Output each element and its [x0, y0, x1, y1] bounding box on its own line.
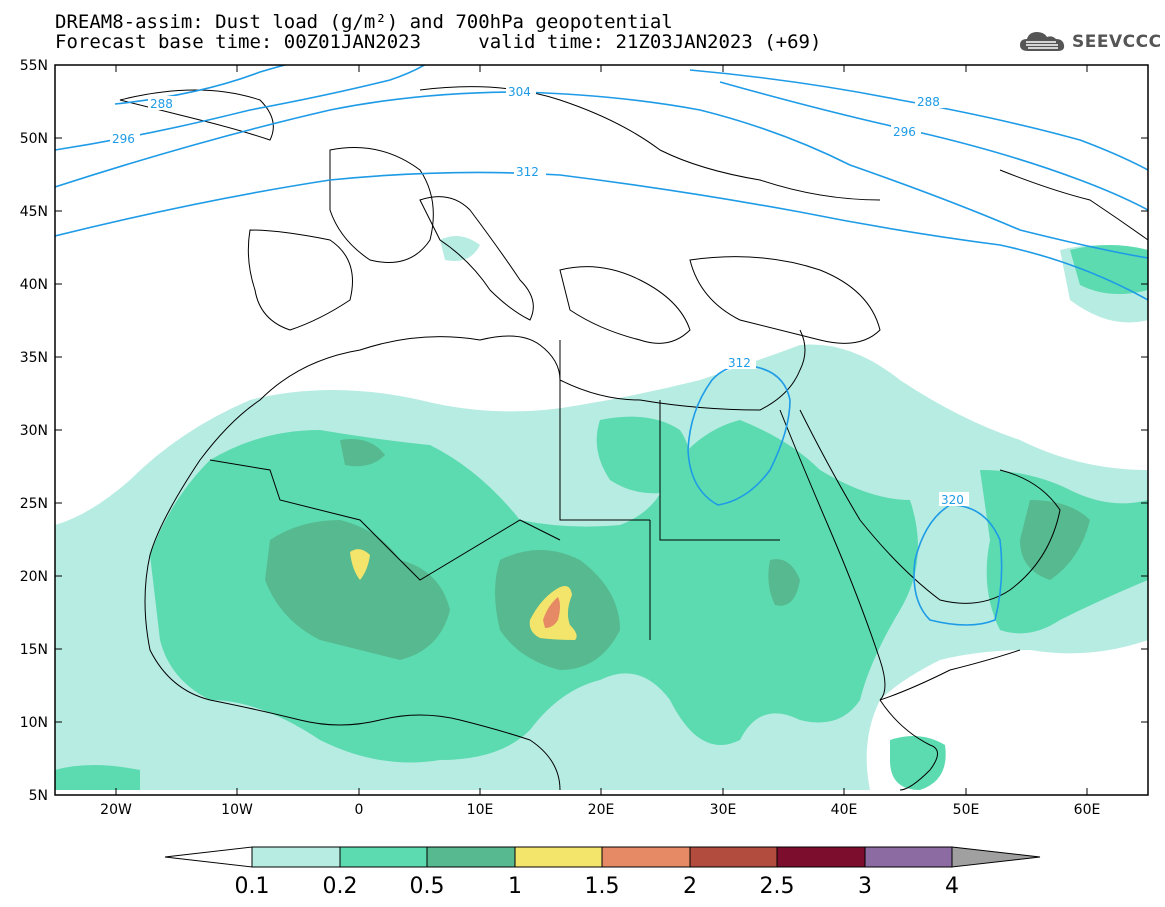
lat-label-20n: 20N: [20, 569, 48, 585]
contour-label-296-west: 296: [112, 132, 135, 146]
lat-label-50n: 50N: [20, 131, 48, 147]
contour-label-312-south: 312: [728, 356, 751, 370]
colorbar-bin-1-5: [601, 846, 691, 868]
colorbar-bin-2-5: [776, 846, 866, 868]
base-time: Forecast base time: 00Z01JAN2023: [55, 31, 422, 53]
lat-label-35n: 35N: [20, 350, 48, 366]
colorbar-tick-3: 3: [858, 874, 872, 899]
colorbar-under-arrow: [164, 846, 253, 868]
lon-label-30e: 30E: [710, 802, 737, 818]
map-title: DREAM8-assim: Dust load (g/m²) and 700hP…: [55, 11, 673, 33]
colorbar-tick-1-5: 1.5: [585, 874, 620, 899]
dust-level-0-5: [265, 439, 1090, 670]
lat-label-45n: 45N: [20, 204, 48, 220]
latitude-axis: 55N 50N 45N 40N 35N 30N 25N 20N 15N 10N …: [20, 58, 1148, 804]
lon-label-10e: 10E: [467, 802, 494, 818]
time-row: Forecast base time: 00Z01JAN2023 valid t…: [55, 32, 821, 52]
lon-label-0: 0: [355, 802, 364, 818]
colorbar-bin-0-5: [426, 846, 516, 868]
contour-label-288-east: 288: [917, 95, 940, 109]
dust-level-1-5: [543, 597, 560, 628]
contour-label-296-east: 296: [893, 125, 916, 139]
lat-label-30n: 30N: [20, 423, 48, 439]
lon-label-50e: 50E: [953, 802, 980, 818]
colorbar-tick-0-1: 0.1: [235, 874, 270, 899]
map-header: DREAM8-assim: Dust load (g/m²) and 700hP…: [55, 12, 821, 52]
colorbar-over-arrow: [951, 846, 1041, 868]
lon-label-60e: 60E: [1074, 802, 1101, 818]
colorbar-bin-0-1: [251, 846, 341, 868]
lat-label-25n: 25N: [20, 496, 48, 512]
lat-label-5n: 5N: [29, 788, 48, 804]
lat-label-10n: 10N: [20, 715, 48, 731]
colorbar-tick-1: 1: [508, 874, 522, 899]
colorbar-bin-2: [689, 846, 778, 868]
colorbar-bin-3: [864, 846, 953, 868]
lon-label-10w: 10W: [221, 802, 253, 818]
lat-label-55n: 55N: [20, 58, 48, 74]
lat-label-15n: 15N: [20, 642, 48, 658]
cloud-icon: [1020, 32, 1065, 51]
lon-label-20w: 20W: [100, 802, 132, 818]
colorbar-tick-4: 4: [945, 874, 959, 899]
colorbar-tick-0-5: 0.5: [410, 874, 445, 899]
contour-label-304: 304: [508, 85, 531, 99]
contour-label-320: 320: [941, 493, 964, 507]
colorbar-tick-2-5: 2.5: [760, 874, 795, 899]
seevccc-logo: SEEVCCC: [1018, 28, 1162, 56]
lat-label-40n: 40N: [20, 277, 48, 293]
contour-label-288-west: 288: [150, 97, 173, 111]
dust-fields: [55, 236, 1148, 790]
colorbar-tick-2: 2: [683, 874, 697, 899]
longitude-axis: 20W 10W 0 10E 20E 30E 40E 50E 60E: [100, 65, 1100, 818]
contour-labels: 288 296 304 312 312 320 288 296: [110, 84, 969, 507]
lon-label-40e: 40E: [831, 802, 858, 818]
colorbar-bin-1: [514, 846, 603, 868]
lon-label-20e: 20E: [588, 802, 615, 818]
logo-text: SEEVCCC: [1072, 32, 1162, 52]
valid-time: valid time: 21Z03JAN2023 (+69): [478, 31, 822, 53]
colorbar-tick-0-2: 0.2: [323, 874, 358, 899]
colorbar: 0.1 0.2 0.5 1 1.5 2 2.5 3 4: [164, 846, 1041, 899]
contour-label-312-north: 312: [516, 165, 539, 179]
colorbar-bin-0-2: [339, 846, 428, 868]
coastlines: [119, 86, 1148, 791]
